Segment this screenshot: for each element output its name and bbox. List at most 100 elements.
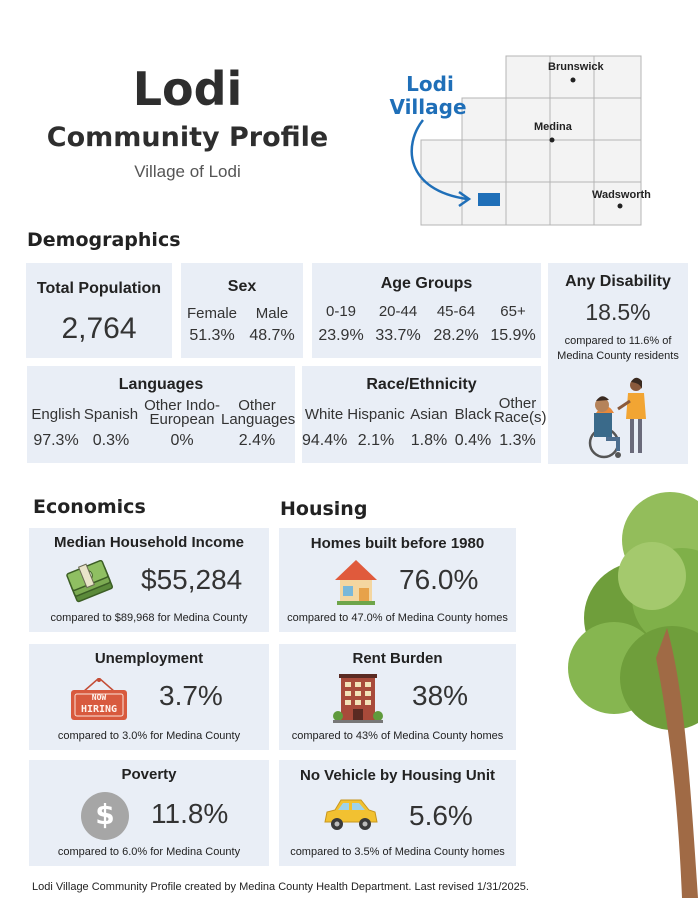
sex-female-label: Female — [186, 305, 238, 322]
homes-before-1980-title: Homes built before 1980 — [310, 535, 485, 552]
map-label-medina: Medina — [534, 121, 572, 133]
rent-burden-value: 38% — [412, 680, 469, 711]
page-subtitle: Community Profile — [46, 122, 329, 153]
total-population-title: Total Population — [36, 280, 162, 297]
race-label: Asian — [410, 406, 448, 423]
language-label: Languages — [221, 411, 296, 428]
total-population-card: Total Population 2,764 — [26, 263, 172, 358]
medina-dot — [549, 137, 555, 143]
language-value: 97.3% — [33, 432, 79, 449]
footer-text: Lodi Village Community Profile created b… — [32, 881, 529, 893]
page-title: Lodi — [132, 62, 243, 116]
language-label: Other — [238, 397, 276, 414]
wadsworth-dot — [617, 203, 623, 209]
poverty-note: compared to 6.0% for Medina County — [57, 846, 241, 858]
unemployment-value: 3.7% — [159, 680, 223, 711]
disability-card: Any Disability 18.5% compared to 11.6% o… — [548, 263, 688, 464]
race-value: 94.4% — [302, 432, 348, 449]
languages-card: Languages English Spanish Other Indo- Eu… — [27, 366, 295, 463]
sex-female-value: 51.3% — [189, 327, 235, 344]
homes-before-1980-note: compared to 47.0% of Medina County homes — [287, 612, 508, 624]
age-value: 15.9% — [490, 327, 536, 344]
now-hiring-line2: HIRING — [80, 704, 118, 715]
tree-illustration — [568, 492, 698, 898]
no-vehicle-value: 5.6% — [409, 800, 473, 831]
map-label-brunswick: Brunswick — [548, 61, 604, 73]
age-value: 28.2% — [433, 327, 479, 344]
house-icon — [335, 560, 377, 605]
race-title: Race/Ethnicity — [366, 376, 477, 393]
sex-male-value: 48.7% — [249, 327, 295, 344]
race-value: 0.4% — [454, 432, 492, 449]
map-callout-line1: Lodi — [406, 72, 454, 96]
money-icon — [66, 560, 114, 603]
disability-note-line1: compared to 11.6% of — [564, 335, 672, 347]
age-label: 20-44 — [378, 303, 418, 320]
people-wheelchair-icon — [588, 377, 646, 459]
language-value: 0% — [170, 432, 194, 449]
disability-title: Any Disability — [565, 273, 671, 290]
poverty-card: Poverty $ 11.8% compared to 6.0% for Med… — [29, 760, 269, 866]
now-hiring-sign-icon: NOW HIRING — [69, 678, 129, 722]
callout-arrow — [410, 119, 468, 201]
no-vehicle-note: compared to 3.5% of Medina County homes — [290, 846, 505, 858]
rent-burden-title: Rent Burden — [352, 650, 443, 667]
income-value: $55,284 — [141, 564, 243, 595]
no-vehicle-card: No Vehicle by Housing Unit 5.6% compared… — [279, 760, 516, 866]
income-note: compared to $89,968 for Medina County — [50, 612, 248, 624]
language-value: 0.3% — [92, 432, 130, 449]
race-value: 1.8% — [410, 432, 448, 449]
language-label: Spanish — [83, 406, 139, 423]
dollar-coin-icon: $ — [81, 792, 129, 840]
age-label: 65+ — [500, 303, 526, 320]
race-value: 2.1% — [357, 432, 395, 449]
car-icon — [324, 799, 378, 830]
sex-title: Sex — [227, 278, 257, 295]
sex-card: Sex Female Male 51.3% 48.7% — [181, 263, 303, 358]
income-card: Median Household Income $55,284 compared… — [29, 528, 269, 632]
language-value: 2.4% — [238, 432, 276, 449]
age-groups-title: Age Groups — [380, 275, 473, 292]
lodi-highlight — [478, 193, 500, 206]
demographics-heading: Demographics — [27, 229, 181, 251]
unemployment-title: Unemployment — [94, 650, 204, 667]
total-population-value: 2,764 — [61, 312, 137, 345]
unemployment-card: Unemployment NOW HIRING 3.7% compared to… — [29, 644, 269, 750]
rent-burden-card: Rent Burden 38% compared to 43% of Medin… — [279, 644, 516, 750]
sex-male-label: Male — [255, 305, 289, 322]
age-value: 23.9% — [318, 327, 364, 344]
race-label: Black — [454, 406, 492, 423]
age-groups-card: Age Groups 0-19 20-44 45-64 65+ 23.9% 33… — [312, 263, 541, 358]
age-value: 33.7% — [375, 327, 421, 344]
county-map — [410, 55, 642, 226]
disability-note-line2: Medina County residents — [557, 350, 679, 362]
poverty-value: 11.8% — [151, 798, 229, 829]
language-label: English — [31, 406, 81, 423]
race-label: Hispanic — [347, 406, 405, 423]
income-title: Median Household Income — [53, 534, 245, 551]
brunswick-dot — [570, 77, 576, 83]
housing-heading: Housing — [280, 498, 368, 520]
homes-before-1980-value: 76.0% — [399, 564, 479, 595]
languages-title: Languages — [118, 376, 204, 393]
age-label: 45-64 — [436, 303, 476, 320]
race-label: Race(s) — [494, 409, 547, 426]
age-label: 0-19 — [325, 303, 357, 320]
homes-before-1980-card: Homes built before 1980 76.0% compared t… — [279, 528, 516, 632]
race-value: 1.3% — [499, 432, 536, 449]
race-label: White — [304, 406, 344, 423]
map-label-wadsworth: Wadsworth — [592, 189, 651, 201]
map-callout-line2: Village — [389, 95, 467, 119]
language-label: European — [149, 411, 215, 428]
no-vehicle-title: No Vehicle by Housing Unit — [299, 767, 496, 784]
poverty-title: Poverty — [121, 766, 177, 783]
disability-value: 18.5% — [585, 299, 651, 325]
apartment-building-icon — [333, 674, 383, 723]
unemployment-note: compared to 3.0% for Medina County — [57, 730, 241, 742]
dollar-symbol: $ — [95, 798, 115, 831]
now-hiring-line1: NOW — [91, 693, 107, 702]
economics-heading: Economics — [33, 496, 146, 518]
language-label: Other Indo- — [144, 397, 220, 414]
place-name: Village of Lodi — [134, 162, 241, 181]
rent-burden-note: compared to 43% of Medina County homes — [291, 730, 504, 742]
